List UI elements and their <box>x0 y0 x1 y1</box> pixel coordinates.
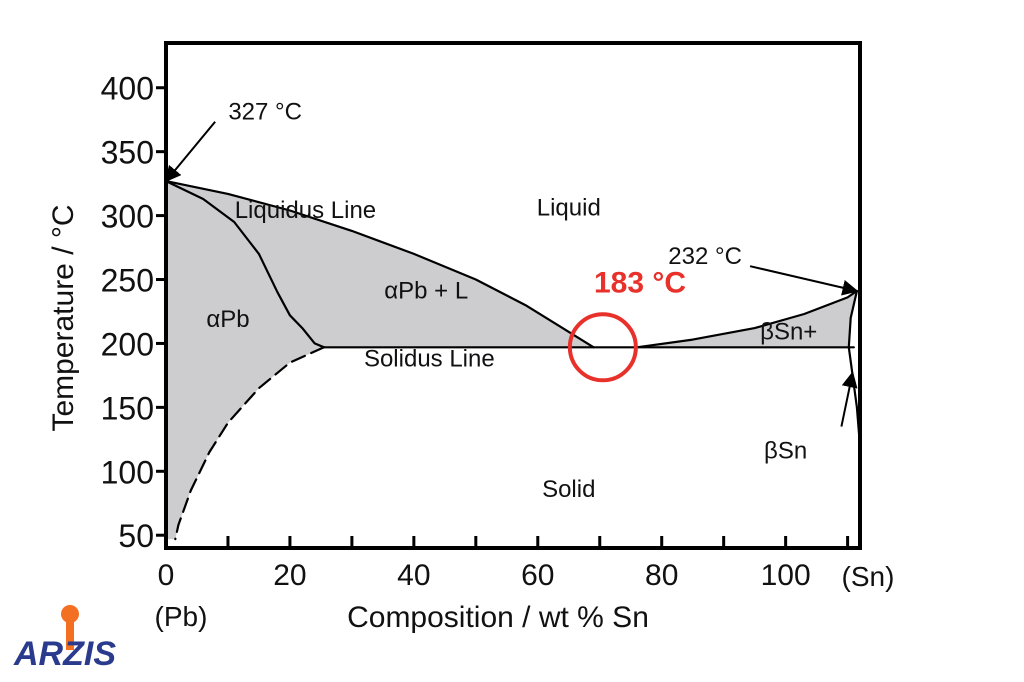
annotation-label: Solidus Line <box>364 345 495 372</box>
annotation-label: Liquidus Line <box>235 197 376 224</box>
x-tick-label: 20 <box>273 559 306 592</box>
y-tick-label: 400 <box>101 71 154 107</box>
logo-stem-icon <box>66 620 74 650</box>
plot-border <box>164 41 862 550</box>
x-tick-label: 80 <box>645 559 678 592</box>
arzis-logo: ARZIS <box>13 605 116 670</box>
region-label: αPb <box>206 306 249 333</box>
x-tick-label: 100 <box>761 559 811 592</box>
axis-ticks: 50 100 150 200 250 300 350 400 0 20 40 60 80 100 <box>101 71 850 592</box>
y-tick-label: 300 <box>101 199 154 235</box>
annotation-label: 327 °C <box>228 99 302 126</box>
region-label: αPb + L <box>384 278 468 305</box>
alpha-pb-liquid-region <box>166 181 594 348</box>
annotation-arrow <box>840 371 858 427</box>
liquidus-right-curve <box>635 289 858 349</box>
x-end-label-left: (Pb) <box>155 601 208 632</box>
region-label: Solid <box>542 476 595 503</box>
annotation-label: 232 °C <box>668 243 742 270</box>
phase-boundary-curves <box>164 180 862 541</box>
x-tick-label: 40 <box>397 559 430 592</box>
x-end-label-right: (Sn) <box>842 561 895 592</box>
y-tick-label: 50 <box>118 518 154 554</box>
y-tick-label: 200 <box>101 326 154 362</box>
solvus-alpha-curve <box>174 346 326 541</box>
x-tick-label: 60 <box>521 559 554 592</box>
phase-regions <box>166 181 857 540</box>
beta-solidus-curve <box>847 289 858 349</box>
region-label: Liquid <box>537 195 601 222</box>
annotation-arrow <box>164 121 216 183</box>
alpha-pb-region <box>166 181 324 540</box>
annotation-arrow <box>749 265 859 296</box>
logo-text: ARZIS <box>13 635 116 670</box>
annotation-label: 183 °C <box>594 266 686 299</box>
chart-labels: Composition / wt % Sn Temperature / °C (Pb… <box>47 99 894 634</box>
y-tick-label: 100 <box>101 454 154 490</box>
region-label: βSn <box>764 438 807 465</box>
solidus-alpha-curve <box>164 180 326 349</box>
x-axis-label: Composition / wt % Sn <box>347 601 649 634</box>
liquidus-left-curve <box>164 180 595 349</box>
region-label: βSn+ <box>760 319 817 346</box>
y-tick-label: 250 <box>101 263 154 299</box>
x-tick-label: 0 <box>158 559 175 592</box>
y-tick-label: 350 <box>101 135 154 171</box>
y-axis-label: Temperature / °C <box>47 204 80 431</box>
logo-dot-icon <box>61 605 79 623</box>
y-tick-label: 150 <box>101 390 154 426</box>
plot-frame <box>164 41 862 550</box>
beta-sn-liquid-region <box>636 291 857 348</box>
eutectic-highlight-circle <box>567 312 638 383</box>
